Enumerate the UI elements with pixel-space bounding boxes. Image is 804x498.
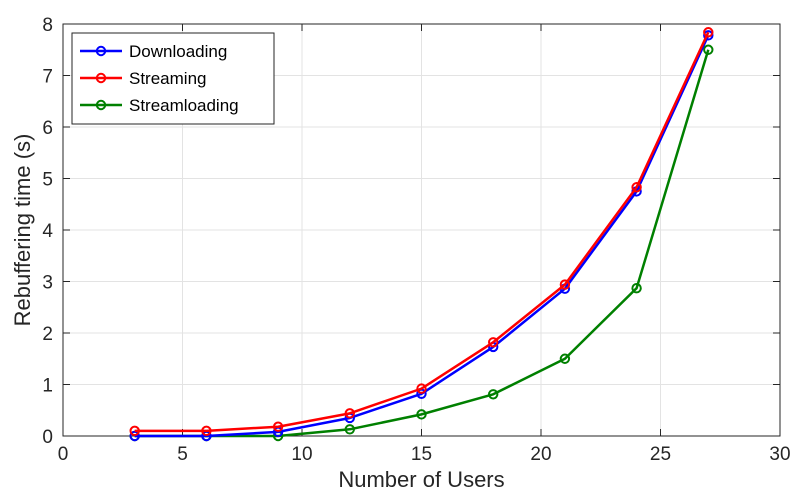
data-point [703,27,714,38]
legend-marker [95,99,107,111]
x-tick-label: 0 [58,444,69,465]
axes: 0 5 10 15 20 25 30 0 1 2 3 4 5 6 7 8 [42,15,790,465]
data-point [488,389,499,400]
x-tick-label: 5 [177,444,188,465]
series-line [134,31,710,433]
legend-box [71,32,275,125]
series-group [129,27,714,442]
legend-label: Streamloading [129,96,239,115]
y-tick-label: 3 [42,273,53,294]
series-streaming [129,27,714,437]
x-tick-label: 15 [411,444,432,465]
x-tick-label: 25 [650,444,671,465]
x-tick-label: 30 [769,444,790,465]
legend-item-streamloading: Streamloading [80,96,239,115]
legend-marker [95,72,107,84]
data-point [631,182,642,193]
legend: Downloading Streaming Streamloading [71,32,275,125]
y-axis-label: Rebuffering time (s) [10,134,35,327]
data-point [272,421,284,432]
data-point [416,383,427,394]
data-point [344,408,355,419]
x-tick-label: 10 [291,444,312,465]
y-tick-label: 1 [42,376,53,397]
legend-item-streaming: Streaming [80,69,206,88]
data-point [416,409,427,420]
data-point [631,282,642,294]
data-point [201,425,212,437]
y-tick-label: 6 [42,118,53,139]
legend-marker [95,45,107,57]
data-point [559,279,571,290]
legend-label: Downloading [129,42,227,61]
data-point [488,337,499,348]
y-tick-label: 8 [42,15,53,36]
y-tick-label: 0 [42,427,53,448]
y-tick-label: 7 [42,67,53,88]
data-point [703,30,714,41]
legend-item-downloading: Downloading [80,42,227,61]
y-tick-label: 5 [42,170,53,191]
data-point [344,424,355,435]
data-point [703,44,714,55]
series-line [134,49,710,438]
legend-label: Streaming [129,69,206,88]
y-tick-label: 2 [42,324,53,345]
y-tick-label: 4 [42,221,53,242]
x-tick-label: 20 [530,444,551,465]
x-axis-label: Number of Users [338,467,504,492]
data-point [559,353,571,364]
data-point [129,425,140,437]
